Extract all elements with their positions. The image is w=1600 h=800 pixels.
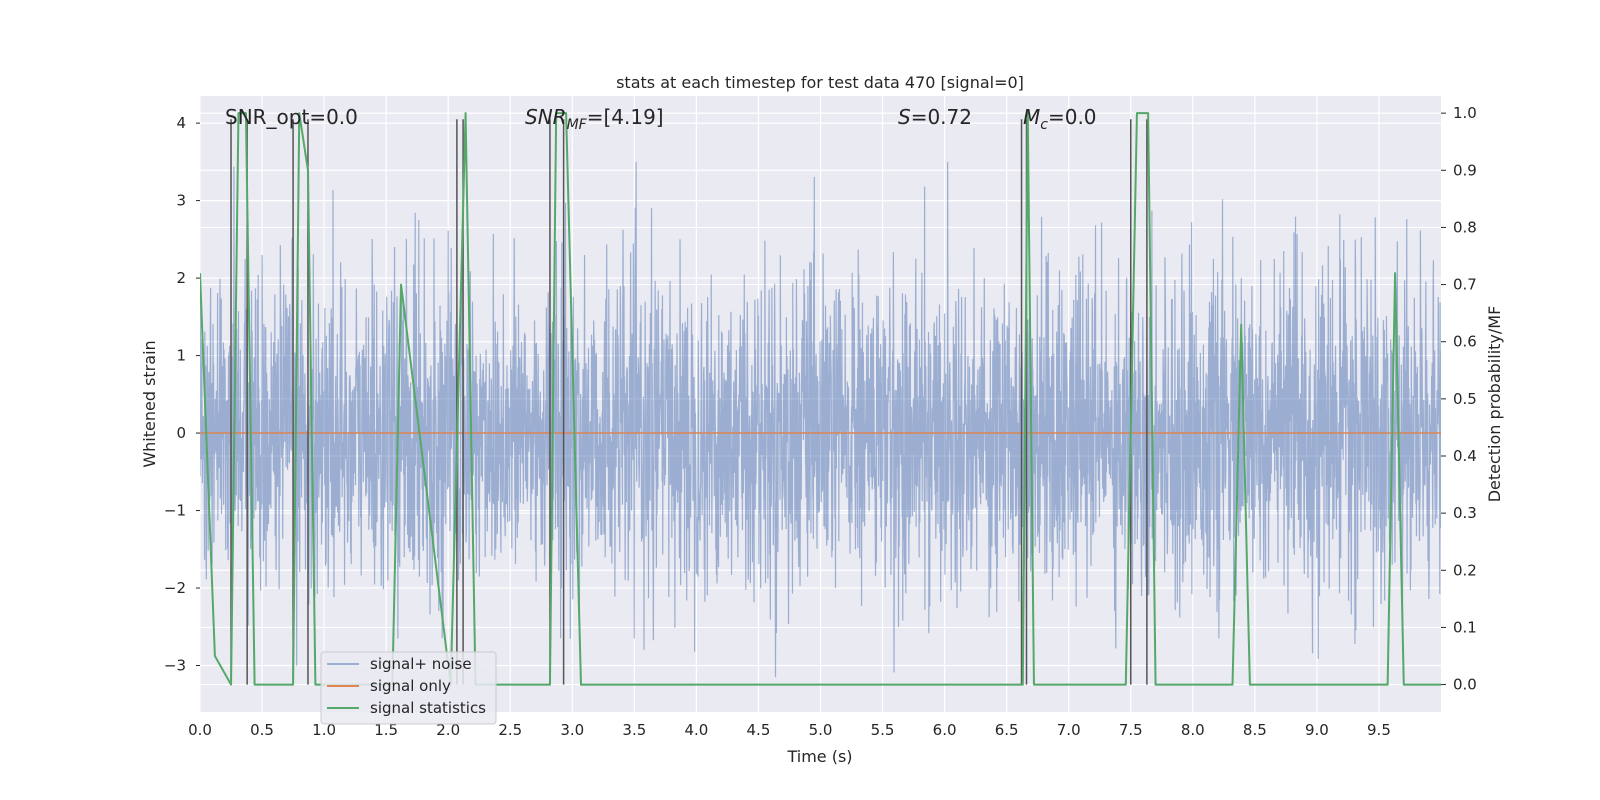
x-tick-label: 1.5 [374, 721, 398, 739]
legend: signal+ noise signal only signal statist… [320, 651, 497, 725]
y-right-tick-label: 0.4 [1453, 447, 1477, 465]
series-line-signal-statistics [200, 112, 1441, 686]
x-tick-label: 3.0 [560, 721, 584, 739]
x-tick-label: 7.5 [1119, 721, 1143, 739]
y-tick-label: 3 [176, 192, 186, 210]
y-right-tick-label: 0.8 [1453, 218, 1477, 236]
x-tick-label: 9.0 [1305, 721, 1329, 739]
chart-title: stats at each timestep for test data 470… [616, 73, 1024, 92]
y-right-tick-label: 0.9 [1453, 161, 1477, 179]
y-tick-label: −2 [164, 579, 186, 597]
y-tick-label: 0 [176, 424, 186, 442]
y-axis-title-left: Whitened strain [140, 340, 159, 467]
x-tick-label: 4.0 [684, 721, 708, 739]
x-tick-label: 2.5 [498, 721, 522, 739]
series-line-signal-noise [200, 161, 1441, 678]
y-tick-label: −1 [164, 502, 186, 520]
legend-label-signal-statistics: signal statistics [370, 699, 486, 717]
y-tick-label: 1 [176, 347, 186, 365]
x-tick-label: 4.5 [747, 721, 771, 739]
x-tick-label: 0.0 [188, 721, 212, 739]
y-right-tick-label: 0.3 [1453, 504, 1477, 522]
x-tick-label: 1.0 [312, 721, 336, 739]
signal-noise-series [200, 161, 1441, 678]
x-tick-label: 3.5 [622, 721, 646, 739]
y-right-tick-label: 0.2 [1453, 561, 1477, 579]
y-right-tick-label: 0.1 [1453, 618, 1477, 636]
x-tick-label: 2.0 [436, 721, 460, 739]
x-axis-title: Time (s) [786, 747, 852, 766]
signal-statistics-series [200, 112, 1441, 686]
y-axis-title-right: Detection probability/MF [1485, 306, 1504, 503]
x-tick-label: 7.0 [1057, 721, 1081, 739]
legend-label-signal-only: signal only [370, 677, 451, 695]
x-tick-label: 5.0 [809, 721, 833, 739]
y-axis-ticks-left: −3 −2 −1 0 1 2 3 4 [164, 114, 200, 675]
x-axis-ticks: 0.0 0.5 1.0 1.5 2.0 2.5 3.0 3.5 4.0 4.5 5.0 5.5 6.0 6… [188, 721, 1391, 739]
y-right-tick-label: 0.6 [1453, 333, 1477, 351]
x-tick-label: 0.5 [250, 721, 274, 739]
y-right-tick-label: 0.0 [1453, 676, 1477, 694]
x-tick-label: 9.5 [1367, 721, 1391, 739]
y-right-tick-label: 0.5 [1453, 390, 1477, 408]
x-tick-label: 8.0 [1181, 721, 1205, 739]
annotation-s: S=0.72 [898, 105, 972, 129]
x-tick-label: 8.5 [1243, 721, 1267, 739]
y-right-tick-label: 1.0 [1453, 104, 1477, 122]
annotation-snr-opt: SNR_opt=0.0 [225, 105, 358, 129]
legend-label-signal-noise: signal+ noise [370, 655, 472, 673]
x-tick-label: 6.5 [995, 721, 1019, 739]
x-tick-label: 6.0 [933, 721, 957, 739]
y-right-tick-label: 0.7 [1453, 276, 1477, 294]
annotation-snr-mf: SNRMF=[4.19] [525, 105, 664, 133]
y-tick-label: 2 [176, 269, 186, 287]
annotation-mc: Mc=0.0 [1023, 105, 1097, 133]
y-tick-label: −3 [164, 657, 186, 675]
x-tick-label: 5.5 [871, 721, 895, 739]
y-tick-label: 4 [176, 114, 186, 132]
y-axis-ticks-right: 0.0 0.1 0.2 0.3 0.4 0.5 0.6 0.7 0.8 0.9 1.0 [1441, 104, 1477, 694]
